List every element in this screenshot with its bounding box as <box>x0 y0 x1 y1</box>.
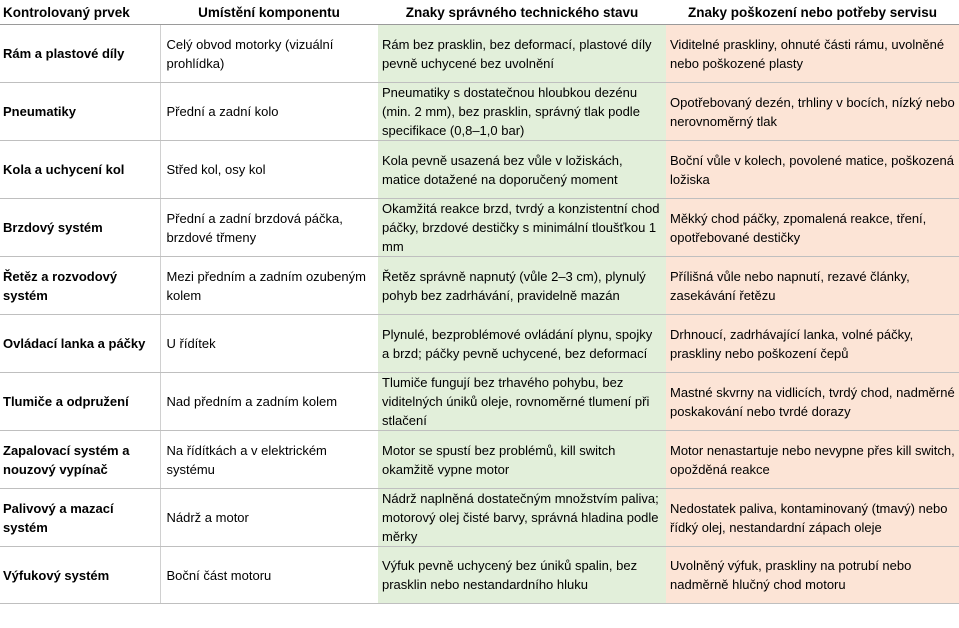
row-item: Tlumiče a odpružení <box>0 372 160 431</box>
row-item: Ovládací lanka a páčky <box>0 314 160 373</box>
row-item: Zapalovací systém a nouzový vypínač <box>0 430 160 489</box>
row-item: Řetěz a rozvodový systém <box>0 256 160 315</box>
row-damage-signs: Motor nenastartuje nebo nevypne přes kil… <box>666 430 959 489</box>
row-ok-signs: Plynulé, bezproblémové ovládání plynu, s… <box>378 314 666 373</box>
row-ok-signs: Rám bez prasklin, bez deformací, plastov… <box>378 24 666 83</box>
row-ok-signs: Kola pevně usazená bez vůle v ložiskách,… <box>378 140 666 199</box>
table-row: Ovládací lanka a páčky U řídítek Plynulé… <box>0 314 959 373</box>
row-location: U řídítek <box>159 314 378 373</box>
row-item: Palivový a mazací systém <box>0 488 160 547</box>
table-row: Palivový a mazací systém Nádrž a motor N… <box>0 488 959 547</box>
table-row: Brzdový systém Přední a zadní brzdová pá… <box>0 198 959 257</box>
row-location: Celý obvod motorky (vizuální prohlídka) <box>159 24 378 83</box>
row-location: Na řídítkách a v elektrickém systému <box>159 430 378 489</box>
table-row: Tlumiče a odpružení Nad předním a zadním… <box>0 372 959 431</box>
table-row: Kola a uchycení kol Střed kol, osy kol K… <box>0 140 959 199</box>
row-ok-signs: Okamžitá reakce brzd, tvrdý a konzistent… <box>378 198 666 257</box>
row-location: Nad předním a zadním kolem <box>159 372 378 431</box>
header-row: Kontrolovaný prvek Umístění komponentu Z… <box>0 0 959 25</box>
table-row: Rám a plastové díly Celý obvod motorky (… <box>0 24 959 83</box>
row-item: Pneumatiky <box>0 82 160 141</box>
row-ok-signs: Motor se spustí bez problémů, kill switc… <box>378 430 666 489</box>
header-damage: Znaky poškození nebo potřeby servisu <box>666 0 959 25</box>
row-ok-signs: Tlumiče fungují bez trhavého pohybu, bez… <box>378 372 666 431</box>
row-location: Střed kol, osy kol <box>159 140 378 199</box>
row-location: Boční část motoru <box>159 546 378 604</box>
row-location: Mezi předním a zadním ozubeným kolem <box>159 256 378 315</box>
row-location: Přední a zadní brzdová páčka, brzdové tř… <box>159 198 378 257</box>
table-row: Řetěz a rozvodový systém Mezi předním a … <box>0 256 959 315</box>
row-damage-signs: Opotřebovaný dezén, trhliny v bocích, ní… <box>666 82 959 141</box>
table-row: Výfukový systém Boční část motoru Výfuk … <box>0 546 959 604</box>
header-ok: Znaky správného technického stavu <box>378 0 666 25</box>
row-item: Výfukový systém <box>0 546 160 604</box>
row-damage-signs: Drhnoucí, zadrhávající lanka, volné páčk… <box>666 314 959 373</box>
row-ok-signs: Řetěz správně napnutý (vůle 2–3 cm), ply… <box>378 256 666 315</box>
header-location: Umístění komponentu <box>160 0 378 25</box>
row-item: Kola a uchycení kol <box>0 140 160 199</box>
inspection-table: Kontrolovaný prvek Umístění komponentu Z… <box>0 0 959 604</box>
row-ok-signs: Nádrž naplněná dostatečným množstvím pal… <box>378 488 666 547</box>
row-damage-signs: Uvolněný výfuk, praskliny na potrubí neb… <box>666 546 959 604</box>
row-damage-signs: Boční vůle v kolech, povolené matice, po… <box>666 140 959 199</box>
header-item: Kontrolovaný prvek <box>0 0 160 25</box>
row-damage-signs: Měkký chod páčky, zpomalená reakce, třen… <box>666 198 959 257</box>
row-damage-signs: Nedostatek paliva, kontaminovaný (tmavý)… <box>666 488 959 547</box>
table-row: Zapalovací systém a nouzový vypínač Na ř… <box>0 430 959 489</box>
table-row: Pneumatiky Přední a zadní kolo Pneumatik… <box>0 82 959 141</box>
row-damage-signs: Viditelné praskliny, ohnuté části rámu, … <box>666 24 959 83</box>
row-item: Rám a plastové díly <box>0 24 160 83</box>
row-location: Nádrž a motor <box>159 488 378 547</box>
row-ok-signs: Výfuk pevně uchycený bez úniků spalin, b… <box>378 546 666 604</box>
row-location: Přední a zadní kolo <box>159 82 378 141</box>
row-ok-signs: Pneumatiky s dostatečnou hloubkou dezénu… <box>378 82 666 141</box>
row-damage-signs: Přílišná vůle nebo napnutí, rezavé článk… <box>666 256 959 315</box>
row-item: Brzdový systém <box>0 198 160 257</box>
row-damage-signs: Mastné skvrny na vidlicích, tvrdý chod, … <box>666 372 959 431</box>
